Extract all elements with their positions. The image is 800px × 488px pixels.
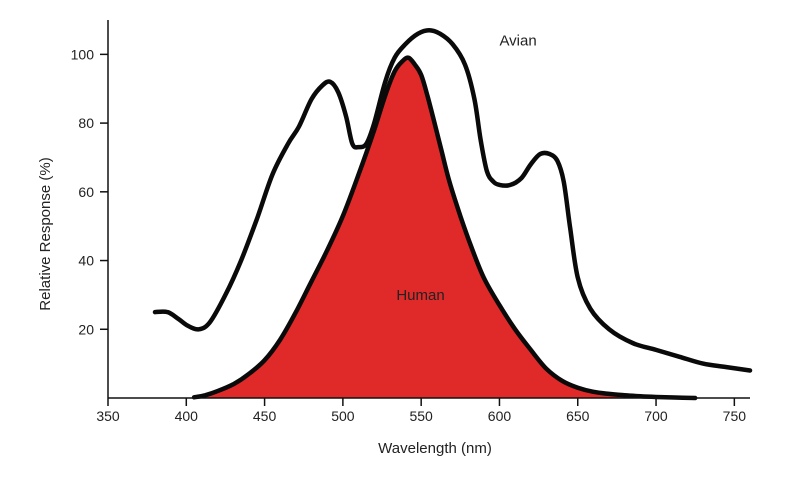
- x-tick-label: 750: [723, 408, 747, 424]
- series-labels: Avian Human: [396, 33, 536, 304]
- avian-label: Avian: [499, 33, 536, 50]
- x-tick-label: 550: [409, 408, 433, 424]
- y-ticks: 20 40 60 80 100: [71, 46, 108, 337]
- x-tick-label: 650: [566, 408, 590, 424]
- x-tick-label: 350: [96, 408, 120, 424]
- y-tick-label: 60: [78, 184, 94, 200]
- human-curve: [191, 55, 698, 401]
- avian-curve: [152, 28, 753, 373]
- x-ticks: 350 400 450 500 550 600 650 700 750: [96, 398, 746, 424]
- human-area: [194, 57, 696, 399]
- human-label: Human: [396, 287, 444, 304]
- x-tick-label: 500: [331, 408, 355, 424]
- curves-layer: [152, 28, 753, 401]
- y-tick-label: 100: [71, 46, 95, 62]
- y-axis-label: Relative Response (%): [37, 157, 54, 310]
- y-tick-label: 80: [78, 115, 94, 131]
- x-tick-label: 450: [253, 408, 277, 424]
- x-axis-label: Wavelength (nm): [378, 440, 492, 457]
- x-tick-label: 700: [644, 408, 668, 424]
- y-tick-label: 40: [78, 253, 94, 269]
- x-tick-label: 400: [175, 408, 199, 424]
- y-tick-label: 20: [78, 321, 94, 337]
- x-tick-label: 600: [488, 408, 512, 424]
